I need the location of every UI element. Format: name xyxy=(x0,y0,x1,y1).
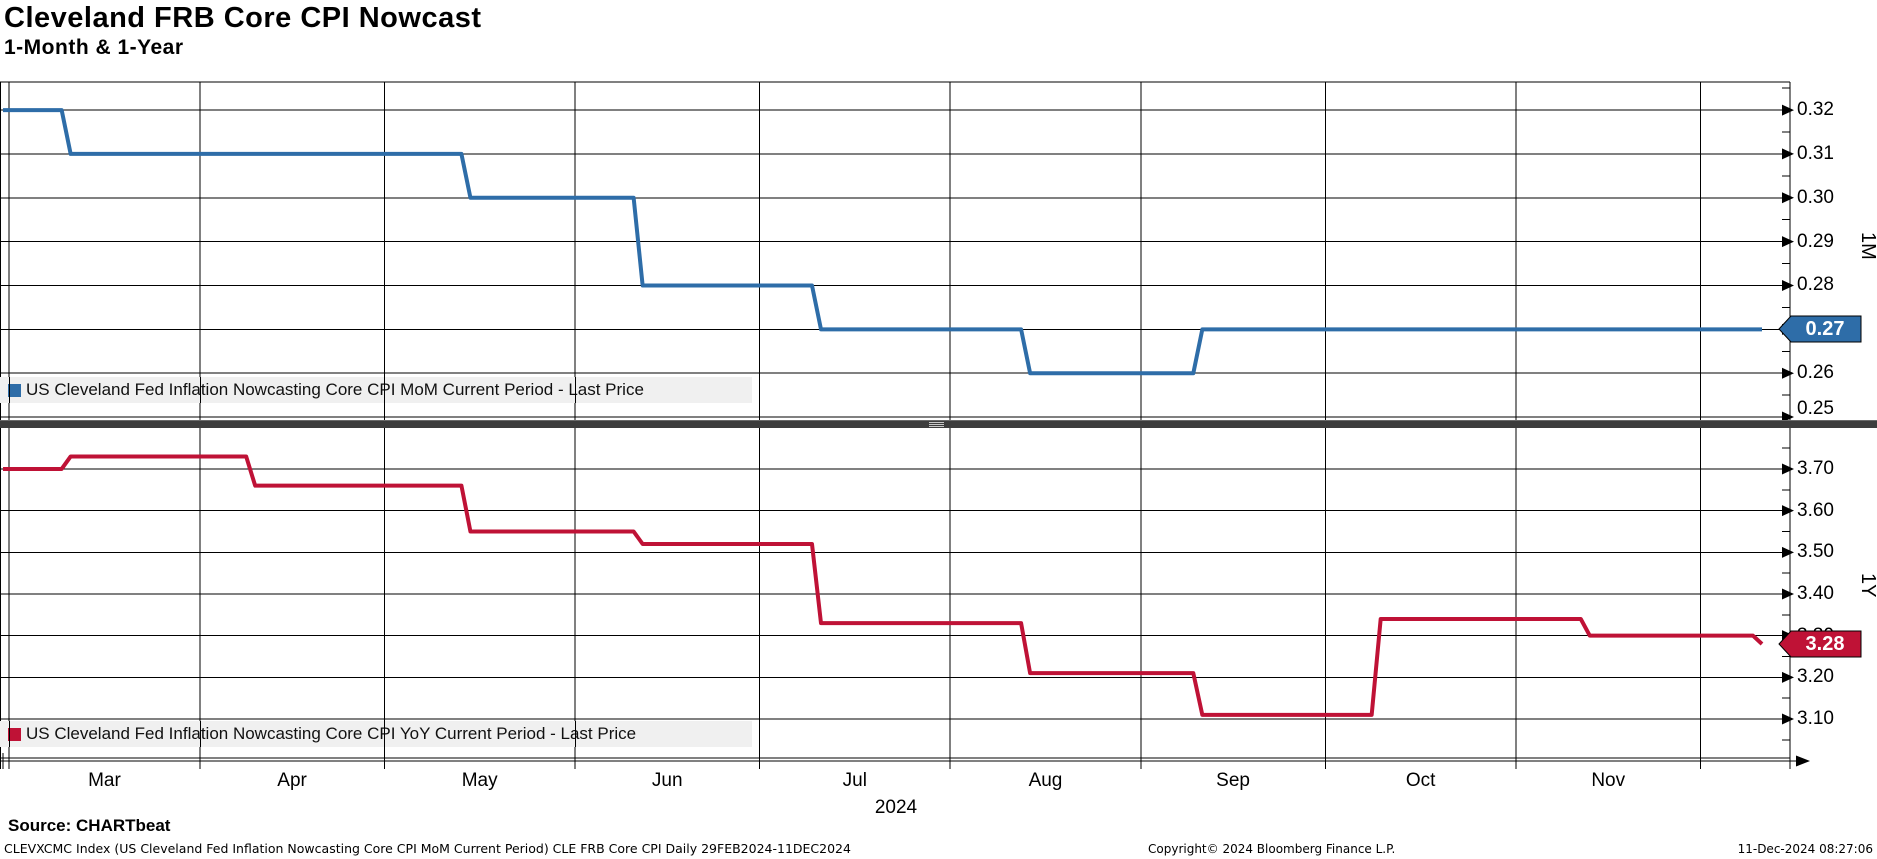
ticker-description-text: CLEVXCMC Index (US Cleveland Fed Inflati… xyxy=(4,841,851,856)
x-tick-label: Jul xyxy=(842,770,867,791)
tick-arrow-icon xyxy=(1782,411,1794,423)
legend-gridline-divider xyxy=(574,377,576,403)
y-tick-label: 3.20 xyxy=(1797,666,1834,688)
last-price-badge-1m: 0.27 xyxy=(1778,315,1862,343)
y-tick-label: 3.50 xyxy=(1797,541,1834,563)
legend-1m: US Cleveland Fed Inflation Nowcasting Co… xyxy=(0,377,752,403)
tick-arrow-icon xyxy=(1782,588,1794,600)
y-tick-label: 0.32 xyxy=(1797,99,1834,121)
source-text: Source: CHARTbeat xyxy=(8,816,171,835)
x-axis-year-label: 2024 xyxy=(874,797,918,818)
tick-arrow-icon xyxy=(1782,192,1794,204)
x-axis-arrow-icon xyxy=(1796,755,1810,767)
tick-arrow-icon xyxy=(1782,236,1794,248)
y-tick-label: 0.26 xyxy=(1797,362,1834,384)
x-tick-label: Mar xyxy=(88,770,121,791)
legend-gridline-divider xyxy=(199,377,201,403)
series-line-1m xyxy=(3,108,1762,376)
y-tick-label: 0.31 xyxy=(1797,142,1834,164)
legend-gridline-divider xyxy=(199,721,201,747)
price-flag-icon xyxy=(1778,315,1862,343)
page-subtitle: 1-Month & 1-Year xyxy=(4,36,184,59)
x-tick-label: Sep xyxy=(1216,770,1250,791)
x-tick-label: Nov xyxy=(1591,770,1626,791)
tick-arrow-icon xyxy=(1782,279,1794,291)
last-price-badge-1y: 3.28 xyxy=(1778,630,1862,658)
tick-arrow-icon xyxy=(1782,463,1794,475)
tick-arrow-icon xyxy=(1782,367,1794,379)
timestamp-text: 11-Dec-2024 08:27:06 xyxy=(1737,842,1873,856)
tick-arrow-icon xyxy=(1782,505,1794,517)
tick-arrow-icon xyxy=(1782,671,1794,683)
legend-1y-label: US Cleveland Fed Inflation Nowcasting Co… xyxy=(26,724,637,743)
x-tick-label: May xyxy=(461,770,498,791)
tick-arrow-icon xyxy=(1782,713,1794,725)
legend-square-icon xyxy=(8,383,21,397)
x-tick-label: Apr xyxy=(277,770,307,791)
series-line-1y xyxy=(3,454,1764,717)
tick-arrow-icon xyxy=(1782,546,1794,558)
panel-resize-grip-icon[interactable] xyxy=(929,422,944,427)
legend-gridline-divider xyxy=(9,377,11,403)
y-tick-label: 3.70 xyxy=(1797,457,1834,479)
x-tick-label: Aug xyxy=(1028,770,1063,791)
last-price-1y: 3.28 xyxy=(1805,633,1845,655)
legend-square-icon xyxy=(8,727,21,741)
axis-label-1m: 1M xyxy=(1857,231,1877,260)
axis-label-1y: 1Y xyxy=(1857,572,1877,597)
y-tick-label: 3.60 xyxy=(1797,499,1834,521)
tick-arrow-icon xyxy=(1782,104,1794,116)
tick-arrow-icon xyxy=(1782,148,1794,160)
legend-gridline-divider xyxy=(384,721,386,747)
legend-1y: US Cleveland Fed Inflation Nowcasting Co… xyxy=(0,721,752,747)
y-tick-label: 3.10 xyxy=(1797,708,1834,730)
copyright-text: Copyright© 2024 Bloomberg Finance L.P. xyxy=(1148,842,1396,856)
y-tick-label: 0.28 xyxy=(1797,274,1834,296)
page-title: Cleveland FRB Core CPI Nowcast xyxy=(4,2,482,34)
y-tick-label: 0.29 xyxy=(1797,230,1834,252)
panel-separator xyxy=(0,420,1877,428)
legend-1m-label: US Cleveland Fed Inflation Nowcasting Co… xyxy=(26,380,644,399)
last-price-1m: 0.27 xyxy=(1805,318,1845,340)
legend-gridline-divider xyxy=(9,721,11,747)
y-tick-label: 3.40 xyxy=(1797,583,1834,604)
legend-gridline-divider xyxy=(384,377,386,403)
price-flag-icon xyxy=(1778,630,1862,658)
legend-gridline-divider xyxy=(574,721,576,747)
y-tick-label: 0.25 xyxy=(1797,398,1834,419)
x-tick-label: Oct xyxy=(1405,770,1436,791)
x-tick-label: Jun xyxy=(651,770,683,791)
y-tick-label: 0.30 xyxy=(1797,186,1834,208)
